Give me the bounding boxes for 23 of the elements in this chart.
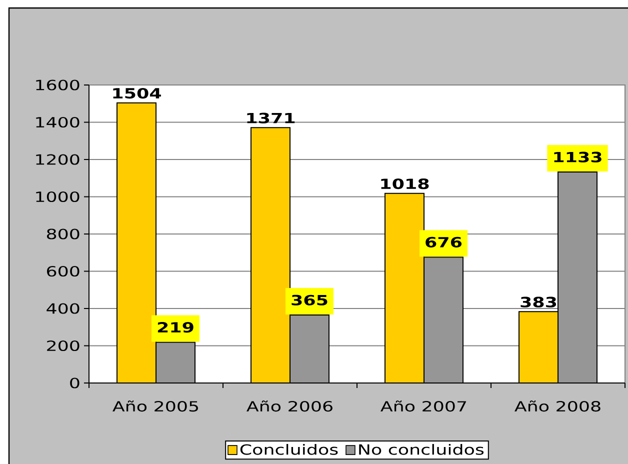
y-tick-label: 1600 <box>36 80 80 90</box>
data-label: 1504 <box>113 88 162 99</box>
data-label: 219 <box>158 322 194 333</box>
x-tick-label: Año 2006 <box>246 400 332 412</box>
data-label: 1371 <box>247 112 295 124</box>
y-tick-label: 800 <box>46 228 80 240</box>
y-tick-label: 1400 <box>36 116 80 128</box>
y-tick-label: 200 <box>47 340 80 352</box>
x-tick-label: Año 2007 <box>380 400 466 412</box>
legend-label: Concluidos <box>240 444 338 455</box>
x-tick-label: Año 2008 <box>514 400 600 412</box>
data-label: 1018 <box>381 178 429 190</box>
x-tick-label: Año 2005 <box>112 400 198 412</box>
data-label: 676 <box>426 236 462 248</box>
data-label: 365 <box>292 294 328 306</box>
y-tick-label: 0 <box>70 378 80 388</box>
legend-label: No concluidos <box>359 444 484 455</box>
y-tick-label: 400 <box>46 303 80 314</box>
data-label: 1133 <box>554 152 602 162</box>
y-tick-label: 600 <box>47 266 80 277</box>
data-label: 383 <box>520 296 556 308</box>
y-tick-label: 1000 <box>36 191 80 202</box>
y-tick-label: 1200 <box>36 154 80 165</box>
